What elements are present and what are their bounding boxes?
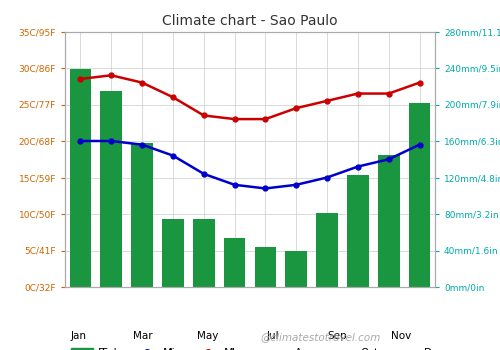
Text: Oct: Oct — [360, 348, 378, 350]
Text: @climatestotravel.com: @climatestotravel.com — [260, 332, 380, 342]
Bar — [132, 143, 153, 287]
Text: Jun: Jun — [232, 348, 248, 350]
Legend: Prec, Min, Max: Prec, Min, Max — [70, 348, 248, 350]
Bar — [378, 155, 400, 287]
Text: Apr: Apr — [166, 348, 184, 350]
Text: Mar: Mar — [134, 331, 153, 341]
Bar — [254, 247, 276, 287]
Text: Jan: Jan — [70, 331, 86, 341]
Text: Sep: Sep — [327, 331, 347, 341]
Bar — [100, 91, 122, 287]
Bar — [70, 69, 91, 287]
Text: Aug: Aug — [294, 348, 315, 350]
Bar — [409, 103, 430, 287]
Text: Nov: Nov — [392, 331, 411, 341]
Bar — [286, 251, 307, 287]
Bar — [224, 238, 246, 287]
Text: Feb: Feb — [102, 348, 120, 350]
Text: May: May — [197, 331, 218, 341]
Text: Dec: Dec — [424, 348, 444, 350]
Bar — [193, 219, 214, 287]
Text: Jul: Jul — [266, 331, 278, 341]
Bar — [316, 213, 338, 287]
Bar — [162, 218, 184, 287]
Bar — [347, 175, 368, 287]
Title: Climate chart - Sao Paulo: Climate chart - Sao Paulo — [162, 14, 338, 28]
